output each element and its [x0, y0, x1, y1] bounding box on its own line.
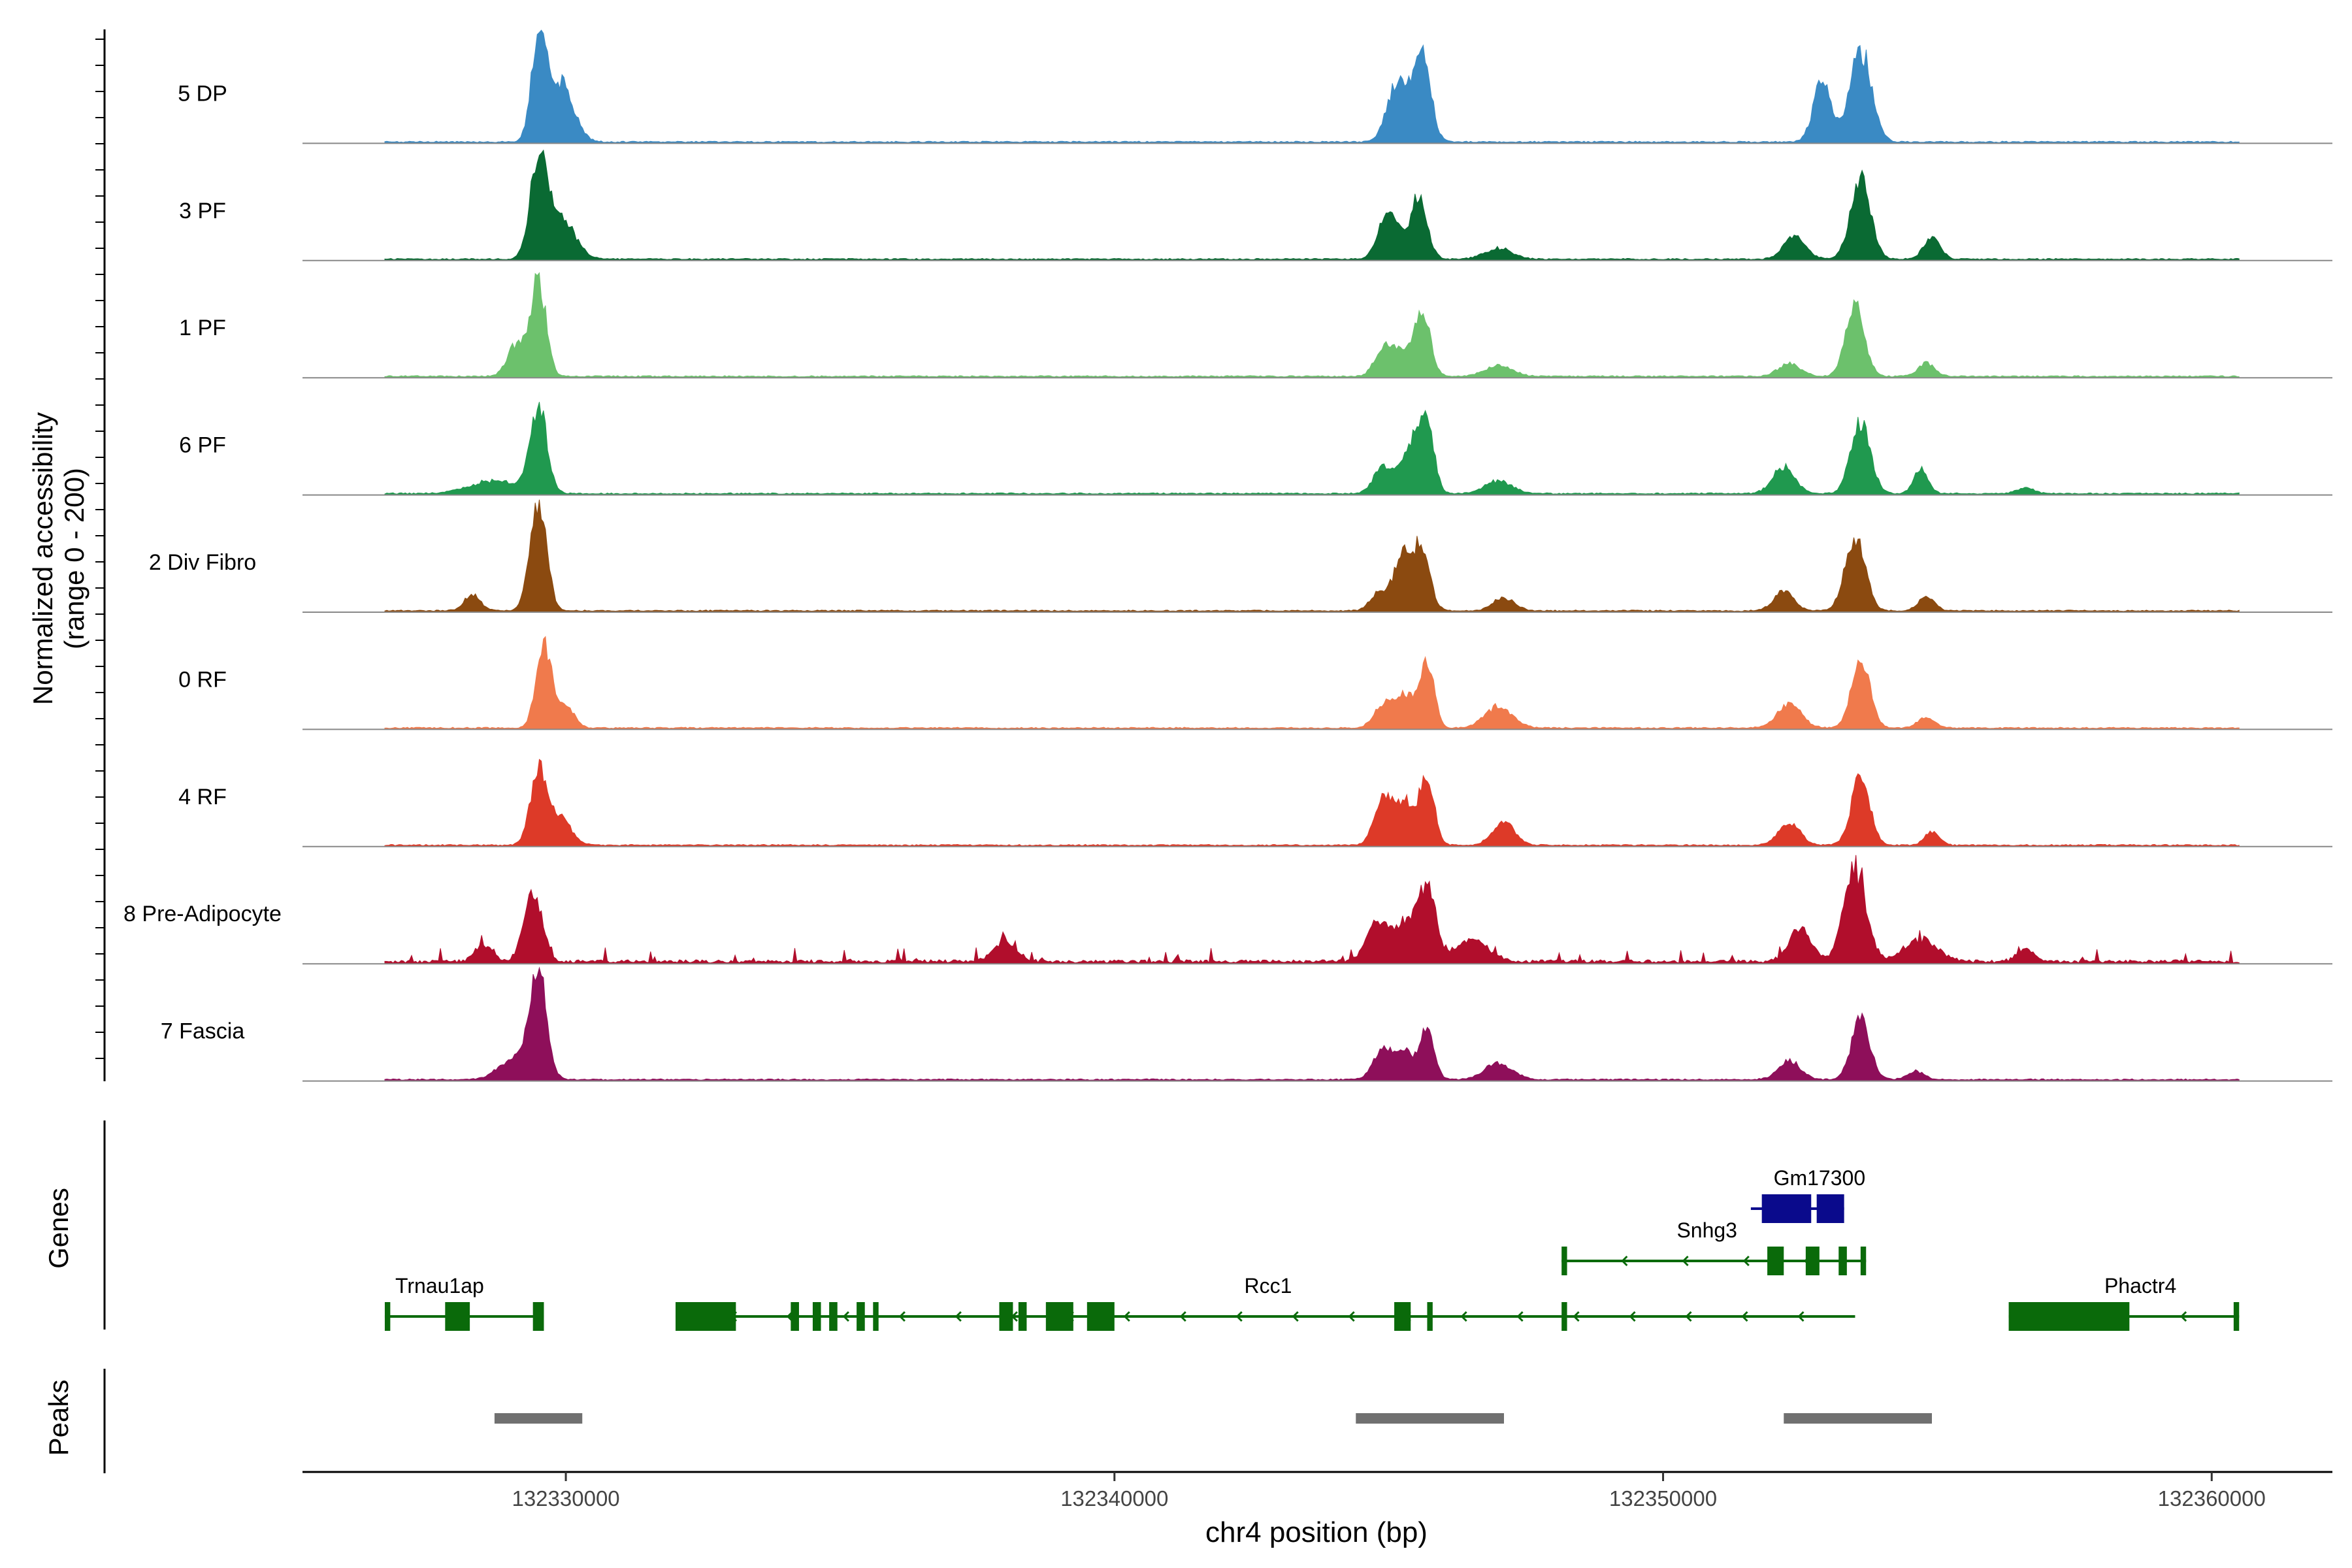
gene-trnau1ap: Trnau1ap — [384, 1274, 544, 1331]
track-label: 8 Pre-Adipocyte — [123, 902, 282, 926]
coverage-area — [384, 636, 2240, 730]
track-1-pf: 1 PF — [179, 272, 2332, 379]
coverage-area — [384, 759, 2240, 847]
coverage-area — [384, 402, 2240, 496]
strand-chevron-icon — [1685, 1311, 1692, 1322]
strand-chevron-icon — [1682, 1255, 1689, 1267]
x-tick-label: 132350000 — [1609, 1486, 1717, 1511]
track-label: 2 Div Fibro — [149, 550, 256, 575]
gene-exon — [2008, 1302, 2130, 1331]
track-3-pf: 3 PF — [179, 149, 2332, 261]
gene-exon — [999, 1302, 1013, 1331]
gene-exon — [1427, 1302, 1433, 1331]
strand-chevron-icon — [1629, 1311, 1636, 1322]
strand-chevron-icon — [1621, 1255, 1628, 1267]
gene-label: Phactr4 — [2104, 1274, 2176, 1298]
track-6-pf: 6 PF — [179, 402, 2332, 496]
x-tick-label: 132340000 — [1060, 1486, 1168, 1511]
gene-exon — [791, 1302, 799, 1331]
strand-chevron-icon — [2180, 1311, 2187, 1322]
track-label: 5 DP — [178, 81, 227, 106]
x-tick-label: 132360000 — [2158, 1486, 2266, 1511]
strand-chevron-icon — [842, 1311, 849, 1322]
gene-label: Rcc1 — [1244, 1274, 1292, 1298]
peak-region-bar — [1784, 1413, 1932, 1424]
coverage-area — [384, 272, 2240, 378]
gene-exon — [1767, 1247, 1784, 1275]
gene-exon — [532, 1302, 544, 1331]
gene-label: Gm17300 — [1774, 1166, 1866, 1190]
gene-exon — [1045, 1302, 1073, 1331]
strand-chevron-icon — [1123, 1311, 1130, 1322]
track-label: 3 PF — [179, 199, 226, 223]
gene-exon — [1018, 1302, 1027, 1331]
gene-rcc1: Rcc1 — [676, 1274, 1855, 1331]
track-label: 4 RF — [178, 785, 227, 809]
strand-chevron-icon — [955, 1311, 962, 1322]
coverage-area — [384, 149, 2240, 261]
strand-chevron-icon — [1292, 1311, 1299, 1322]
genes-panel-label: Genes — [43, 1188, 74, 1269]
gene-exon — [1805, 1247, 1820, 1275]
strand-chevron-icon — [1460, 1311, 1467, 1322]
track-2-div-fibro: 2 Div Fibro — [149, 499, 2332, 613]
y-axis-label-range: (range 0 - 200) — [59, 468, 90, 649]
gene-exon — [1086, 1302, 1115, 1331]
track-4-rf: 4 RF — [178, 759, 2332, 847]
gene-label: Snhg3 — [1676, 1218, 1737, 1242]
gene-panel: Trnau1ap Rcc1 Snhg3 Gm17300 Phactr4 — [384, 1166, 2240, 1331]
track-7-fascia: 7 Fascia — [161, 966, 2332, 1082]
track-0-rf: 0 RF — [178, 636, 2332, 730]
gene-exon — [676, 1302, 736, 1331]
gene-gm17300: Gm17300 — [1750, 1166, 1866, 1223]
gene-exon — [1394, 1302, 1411, 1331]
strand-chevron-icon — [1741, 1311, 1748, 1322]
y-axis-label: Normalized accessibility — [27, 412, 58, 705]
gene-exon — [1838, 1247, 1847, 1275]
x-tick-label: 132330000 — [512, 1486, 619, 1511]
gene-phactr4: Phactr4 — [2008, 1274, 2240, 1331]
strand-chevron-icon — [898, 1311, 906, 1322]
coverage-area — [384, 499, 2240, 613]
gene-exon — [829, 1302, 838, 1331]
strand-chevron-icon — [1573, 1311, 1580, 1322]
gene-snhg3: Snhg3 — [1561, 1218, 1867, 1275]
peak-region-bar — [494, 1413, 583, 1424]
strand-chevron-icon — [1742, 1255, 1750, 1267]
track-label: 1 PF — [179, 316, 226, 340]
gene-exon — [857, 1302, 865, 1331]
gene-exon — [2233, 1302, 2240, 1331]
strand-chevron-icon — [1179, 1311, 1186, 1322]
gene-exon — [812, 1302, 821, 1331]
strand-chevron-icon — [1348, 1311, 1355, 1322]
gene-exon — [1561, 1302, 1567, 1331]
track-label: 7 Fascia — [161, 1019, 245, 1044]
gene-exon — [1816, 1194, 1844, 1223]
track-label: 0 RF — [178, 667, 227, 692]
gene-exon — [445, 1302, 470, 1331]
gene-exon — [873, 1302, 879, 1331]
coverage-area — [384, 966, 2240, 1082]
track-8-pre-adipocyte: 8 Pre-Adipocyte — [123, 855, 2332, 965]
coverage-area — [384, 29, 2240, 144]
gene-label: Trnau1ap — [395, 1274, 484, 1298]
gene-exon — [1561, 1247, 1567, 1275]
peaks-panel-label: Peaks — [43, 1380, 74, 1456]
coverage-area — [384, 855, 2240, 964]
strand-chevron-icon — [1235, 1311, 1243, 1322]
axes: 132330000 132340000 132350000 132360000 — [95, 29, 2332, 1511]
coverage-tracks: 5 DP 3 PF 1 PF 6 PF 2 Div Fibro 0 RF 4 RF 8 Pre… — [123, 29, 2332, 1082]
peak-panel — [494, 1413, 1932, 1424]
strand-chevron-icon — [1516, 1311, 1524, 1322]
track-label: 6 PF — [179, 433, 226, 458]
peak-region-bar — [1356, 1413, 1505, 1424]
gene-exon — [1860, 1247, 1867, 1275]
gene-exon — [1761, 1194, 1812, 1223]
strand-chevron-icon — [1797, 1311, 1805, 1322]
track-5-dp: 5 DP — [178, 29, 2332, 144]
gene-exon — [384, 1302, 391, 1331]
x-axis-label: chr4 position (bp) — [1205, 1516, 1428, 1548]
